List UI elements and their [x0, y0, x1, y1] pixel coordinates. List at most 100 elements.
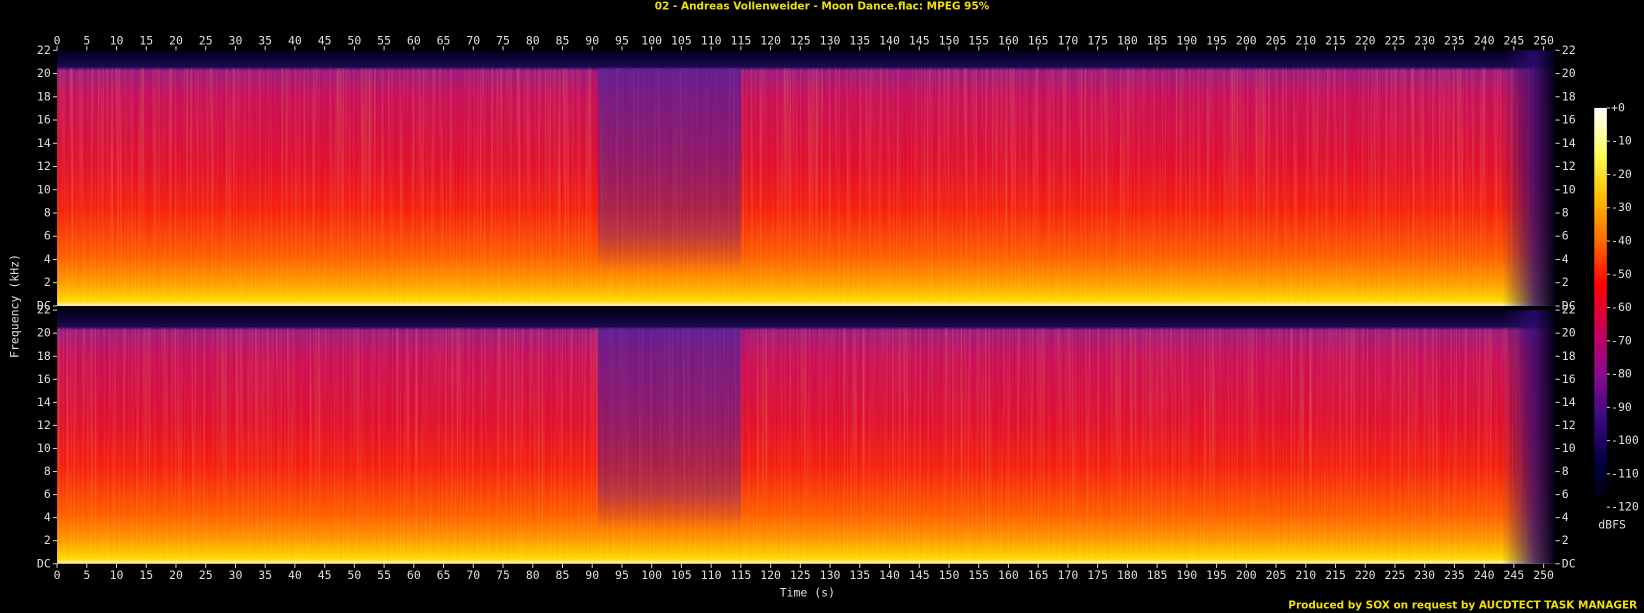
- y-tick-label: 10: [1562, 182, 1576, 196]
- x-tick-label: 50: [347, 33, 361, 47]
- colorbar-tick-label: -110: [1611, 466, 1639, 480]
- x-tick-label: 140: [879, 568, 900, 582]
- x-tick-label: 0: [54, 33, 61, 47]
- y-tick-label: 16: [1562, 372, 1576, 386]
- spectrogram-texture: [57, 68, 1556, 306]
- x-tick-label: 135: [849, 568, 870, 582]
- y-tick-label: 16: [37, 113, 51, 127]
- y-tick-label: DC: [37, 556, 51, 570]
- colorbar-label: dBFS: [1598, 517, 1626, 531]
- y-tick-label: 2: [44, 275, 51, 289]
- x-tick-label: 85: [556, 568, 570, 582]
- y-tick-label: 4: [44, 252, 51, 266]
- y-tick-label: 14: [37, 136, 51, 150]
- y-tick-label: 12: [37, 418, 51, 432]
- x-tick-label: 45: [318, 568, 332, 582]
- y-tick-label: 2: [44, 533, 51, 547]
- x-tick-label: 125: [790, 33, 811, 47]
- y-tick-label: 16: [1562, 113, 1576, 127]
- colorbar-tick-label: -100: [1611, 433, 1639, 447]
- y-tick-label: 4: [44, 510, 51, 524]
- x-tick-label: 145: [909, 568, 930, 582]
- quiet-section: [598, 68, 741, 273]
- x-tick-label: 120: [760, 568, 781, 582]
- colorbar-tick-label: -70: [1611, 333, 1632, 347]
- y-axis-label: Frequency (kHz): [8, 254, 22, 358]
- x-tick-label: 160: [998, 568, 1019, 582]
- x-tick-label: 100: [641, 33, 662, 47]
- footer: Produced by SOX on request by AUCDTECT T…: [1288, 600, 1637, 612]
- colorbar-tick-label: -90: [1611, 400, 1632, 414]
- y-tick-label: 12: [1562, 418, 1576, 432]
- y-tick-label: DC: [37, 298, 51, 312]
- y-tick-label: 20: [1562, 66, 1576, 80]
- x-tick-label: 40: [288, 568, 302, 582]
- y-tick-label: 8: [1562, 206, 1569, 220]
- x-tick-label: 75: [496, 33, 510, 47]
- x-tick-label: 170: [1058, 568, 1079, 582]
- x-tick-label: 0: [54, 568, 61, 582]
- y-tick-label: 10: [37, 182, 51, 196]
- x-tick-label: 185: [1147, 568, 1168, 582]
- y-tick-label: 8: [44, 206, 51, 220]
- x-tick-label: 195: [1206, 33, 1227, 47]
- x-tick-label: 85: [556, 33, 570, 47]
- x-tick-label: 80: [526, 33, 540, 47]
- x-tick-label: 205: [1266, 33, 1287, 47]
- x-tick-label: 170: [1058, 33, 1079, 47]
- x-tick-label: 10: [110, 33, 124, 47]
- x-tick-label: 115: [730, 33, 751, 47]
- x-tick-label: 215: [1325, 33, 1346, 47]
- x-tick-label: 225: [1385, 568, 1406, 582]
- x-tick-label: 240: [1474, 33, 1495, 47]
- x-tick-label: 20: [169, 568, 183, 582]
- x-tick-label: 140: [879, 33, 900, 47]
- x-tick-label: 200: [1236, 568, 1257, 582]
- y-tick-label: 8: [44, 464, 51, 478]
- colorbar-tick-label: +0: [1611, 100, 1625, 114]
- y-tick-label: 2: [1562, 275, 1569, 289]
- x-tick-label: 235: [1444, 568, 1465, 582]
- x-tick-label: 165: [1028, 33, 1049, 47]
- x-tick-label: 230: [1414, 568, 1435, 582]
- y-tick-label: 4: [1562, 252, 1569, 266]
- y-tick-label: 6: [1562, 229, 1569, 243]
- x-tick-label: 150: [939, 568, 960, 582]
- x-tick-label: 110: [701, 33, 722, 47]
- x-tick-label: 145: [909, 33, 930, 47]
- colorbar-tick-label: -80: [1611, 367, 1632, 381]
- x-tick-label: 130: [820, 33, 841, 47]
- x-tick-label: 55: [377, 568, 391, 582]
- x-tick-label: 95: [615, 33, 629, 47]
- x-tick-label: 220: [1355, 33, 1376, 47]
- y-tick-label: 14: [1562, 136, 1576, 150]
- y-tick-label: 10: [1562, 441, 1576, 455]
- x-tick-label: 250: [1533, 33, 1554, 47]
- y-tick-label: 20: [1562, 326, 1576, 340]
- x-tick-label: 75: [496, 568, 510, 582]
- y-tick-label: 18: [37, 349, 51, 363]
- x-tick-label: 35: [258, 33, 272, 47]
- x-tick-label: 230: [1414, 33, 1435, 47]
- y-tick-label: 10: [37, 441, 51, 455]
- y-tick-label: 18: [1562, 349, 1576, 363]
- colorbar-tick-label: -20: [1611, 167, 1632, 181]
- x-tick-label: 180: [1117, 568, 1138, 582]
- y-tick-label: 8: [1562, 464, 1569, 478]
- x-tick-label: 110: [701, 568, 722, 582]
- x-tick-label: 250: [1533, 568, 1554, 582]
- y-tick-label: 22: [1562, 43, 1576, 57]
- y-tick-label: 2: [1562, 533, 1569, 547]
- colorbar: [1594, 107, 1607, 508]
- x-tick-label: 60: [407, 568, 421, 582]
- x-tick-label: 90: [585, 33, 599, 47]
- x-tick-label: 25: [199, 33, 213, 47]
- x-tick-label: 65: [437, 33, 451, 47]
- y-tick-label: 20: [37, 326, 51, 340]
- x-axis-label: Time (s): [780, 586, 835, 600]
- x-tick-label: 130: [820, 568, 841, 582]
- x-tick-label: 45: [318, 33, 332, 47]
- x-tick-label: 120: [760, 33, 781, 47]
- y-tick-label: 12: [1562, 159, 1576, 173]
- x-tick-label: 15: [139, 33, 153, 47]
